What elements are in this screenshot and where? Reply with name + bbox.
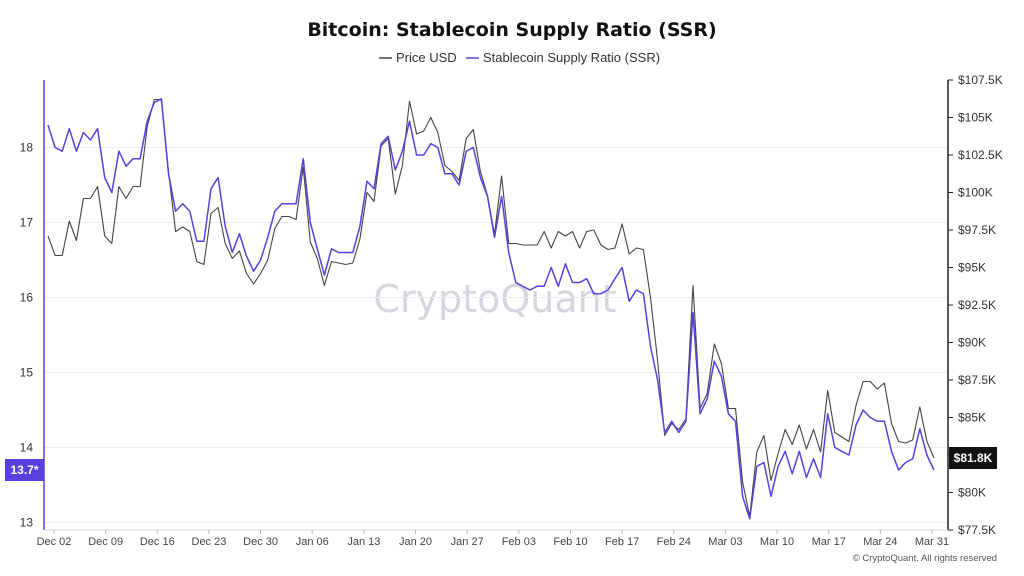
left-tick-label: 18 — [20, 141, 34, 155]
right-tick-label: $97.5K — [958, 223, 996, 237]
left-tick-label: 14 — [20, 441, 34, 455]
x-tick-label: Feb 10 — [553, 536, 587, 548]
x-tick-label: Dec 16 — [140, 536, 175, 548]
gridlines — [44, 147, 948, 523]
right-tick-label: $105K — [958, 111, 993, 125]
x-tick-label: Feb 24 — [657, 536, 691, 548]
right-tick-label: $87.5K — [958, 373, 996, 387]
x-tick-label: Dec 02 — [37, 536, 72, 548]
left-tick-label: 17 — [20, 216, 34, 230]
right-axis: $107.5K $105K $102.5K $100K $97.5K $95K $92.5K… — [947, 73, 1003, 537]
right-tick-label: $77.5K — [958, 523, 996, 537]
right-tick-label: $95K — [958, 261, 986, 275]
legend-ssr-label[interactable]: Stablecoin Supply Ratio (SSR) — [483, 50, 660, 65]
x-tick-label: Mar 24 — [863, 536, 897, 548]
x-tick-label: Mar 17 — [812, 536, 846, 548]
legend-price-label[interactable]: Price USD — [396, 50, 457, 65]
right-tick-label: $102.5K — [958, 148, 1003, 162]
x-tick-label: Mar 10 — [760, 536, 794, 548]
x-tick-label: Dec 09 — [88, 536, 123, 548]
x-tick-label: Jan 06 — [296, 536, 329, 548]
chart-title: Bitcoin: Stablecoin Supply Ratio (SSR) — [307, 19, 716, 41]
right-tick-label: $92.5K — [958, 298, 996, 312]
x-tick-label: Mar 31 — [915, 536, 949, 548]
ssr-current-badge — [5, 459, 44, 481]
right-tick-label: $90K — [958, 336, 986, 350]
left-axis: 18 17 16 15 14 13 — [20, 80, 45, 530]
left-tick-label: 13 — [20, 516, 34, 530]
x-tick-label: Jan 27 — [451, 536, 484, 548]
x-axis: Dec 02 Dec 09 Dec 16 Dec 23 Dec 30 Jan 06 Jan … — [37, 529, 949, 548]
right-tick-label: $107.5K — [958, 73, 1003, 87]
x-tick-label: Dec 30 — [243, 536, 278, 548]
x-tick-label: Jan 13 — [347, 536, 380, 548]
right-tick-label: $80K — [958, 486, 986, 500]
current-value-badges: 13.7* $81.8K — [5, 447, 997, 481]
left-tick-label: 15 — [20, 366, 34, 380]
x-tick-label: Jan 20 — [399, 536, 432, 548]
x-tick-label: Dec 23 — [192, 536, 227, 548]
x-tick-label: Mar 03 — [708, 536, 742, 548]
watermark-text: CryptoQuant — [373, 277, 616, 321]
x-tick-label: Feb 17 — [605, 536, 639, 548]
series-lines — [47, 98, 935, 520]
x-tick-label: Feb 03 — [502, 536, 536, 548]
legend[interactable]: Price USD Stablecoin Supply Ratio (SSR) — [379, 50, 660, 65]
ssr-current-value: 13.7* — [10, 463, 38, 477]
right-tick-label: $85K — [958, 411, 986, 425]
price-current-badge — [949, 447, 997, 469]
price-current-value: $81.8K — [954, 451, 993, 465]
ssr-line — [47, 98, 935, 520]
copyright-text: © CryptoQuant. All rights reserved — [853, 553, 997, 564]
left-tick-label: 16 — [20, 291, 34, 305]
right-tick-label: $100K — [958, 186, 993, 200]
